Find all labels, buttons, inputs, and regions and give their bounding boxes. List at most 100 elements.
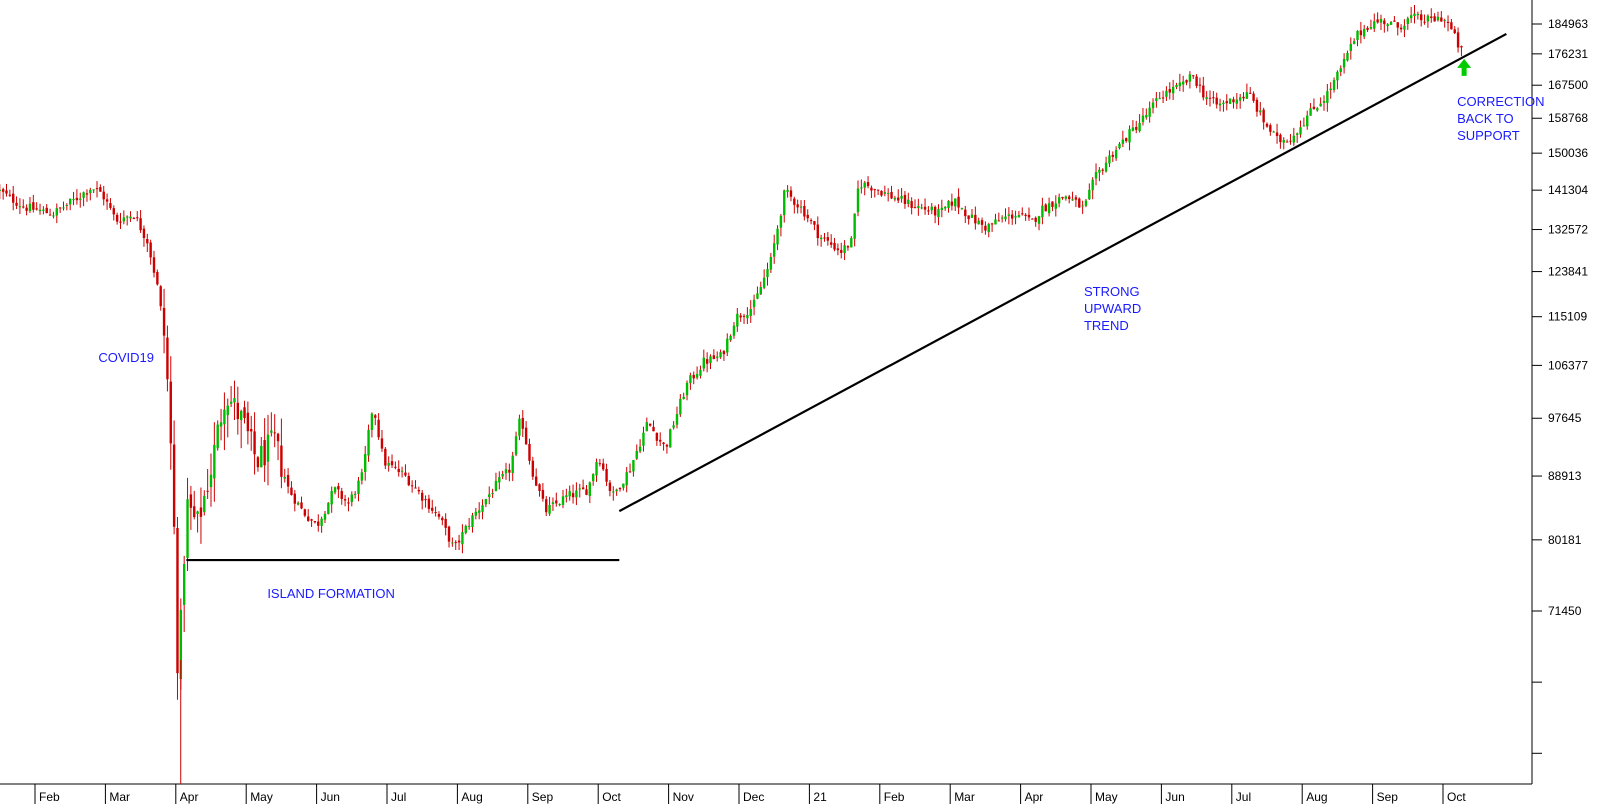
candle: [709, 354, 712, 370]
candle: [1309, 103, 1312, 116]
annotation: CORRECTION BACK TO SUPPORT: [1457, 94, 1544, 143]
candle: [1242, 92, 1245, 102]
candle: [1389, 21, 1393, 25]
candle: [917, 198, 920, 216]
candle: [947, 200, 950, 213]
candle: [1316, 107, 1319, 112]
candle: [350, 491, 353, 507]
candle: [367, 424, 370, 462]
candle: [62, 201, 65, 211]
candle: [320, 516, 323, 533]
candle: [417, 486, 421, 495]
candle: [602, 458, 605, 471]
y-tick-label: 71450: [1548, 604, 1582, 618]
candle: [58, 207, 62, 213]
candle: [1068, 194, 1071, 204]
candle: [437, 511, 441, 520]
candle: [826, 231, 830, 246]
candle: [250, 415, 253, 451]
candle: [558, 503, 561, 507]
candle: [357, 476, 360, 502]
candle: [276, 432, 280, 461]
candle: [333, 486, 337, 495]
candle: [1158, 92, 1161, 100]
candle: [578, 483, 581, 498]
candle: [705, 352, 709, 373]
candle: [726, 333, 729, 357]
candle: [1430, 8, 1433, 23]
candle: [15, 196, 18, 210]
candle: [940, 199, 944, 218]
candle: [1393, 15, 1396, 22]
candle: [957, 188, 960, 215]
candle: [652, 420, 655, 432]
candle: [209, 453, 213, 507]
candle: [501, 470, 504, 480]
x-tick-label: Apr: [180, 790, 199, 804]
candle: [434, 506, 437, 517]
candle: [481, 499, 484, 520]
candle: [783, 189, 786, 223]
candle: [239, 409, 243, 449]
candle: [494, 472, 498, 492]
candle: [498, 471, 501, 490]
x-tick-label: Jun: [1165, 790, 1184, 804]
candle: [1269, 123, 1272, 136]
candle: [149, 239, 152, 265]
candle: [1403, 19, 1406, 38]
candle: [1416, 11, 1420, 20]
candle: [1212, 91, 1215, 104]
x-tick-label: Feb: [39, 790, 60, 804]
candle: [846, 245, 850, 251]
candle: [397, 460, 400, 477]
candle: [927, 206, 930, 215]
candle: [990, 222, 994, 232]
candle: [746, 307, 749, 325]
trend-line: [618, 32, 1507, 513]
candle: [196, 510, 199, 533]
candle: [873, 188, 876, 198]
candle: [263, 418, 266, 482]
y-tick-label: 123841: [1548, 265, 1588, 279]
candles: [0, 4, 1463, 784]
candle: [52, 211, 55, 219]
candle: [474, 507, 478, 520]
candle: [75, 189, 79, 205]
annotation: STRONG UPWARD TREND: [1084, 284, 1141, 333]
y-tick-label: 97645: [1548, 411, 1582, 425]
candle: [464, 524, 467, 535]
candle: [1007, 207, 1011, 225]
candle: [910, 197, 913, 215]
candle: [850, 236, 853, 248]
candle: [508, 463, 511, 482]
candle: [1295, 132, 1299, 143]
candle: [256, 455, 260, 472]
x-tick-label: Mar: [954, 790, 975, 804]
candle: [1021, 207, 1024, 216]
candle: [967, 215, 970, 225]
x-tick-label: Sep: [532, 790, 554, 804]
candle: [1275, 123, 1279, 144]
candle: [1091, 177, 1094, 200]
candle: [870, 185, 873, 199]
candle: [1238, 93, 1242, 109]
candle: [1037, 215, 1041, 231]
candle: [1078, 197, 1081, 208]
annotation: COVID19: [98, 350, 154, 365]
candle: [370, 412, 374, 438]
candle: [1366, 26, 1369, 32]
candle: [685, 380, 689, 401]
candle: [883, 185, 887, 197]
candle: [561, 489, 565, 509]
y-tick-label: 176231: [1548, 47, 1588, 61]
candle: [296, 501, 300, 506]
candle: [1131, 120, 1135, 132]
y-axis: 71450 80181 88913 97645 106377 115109 123841 13…: [1532, 17, 1588, 754]
candle: [913, 199, 917, 209]
candle: [461, 524, 464, 554]
candle: [337, 482, 340, 499]
candle: [551, 497, 555, 511]
candle: [729, 334, 732, 342]
candle: [488, 486, 491, 505]
